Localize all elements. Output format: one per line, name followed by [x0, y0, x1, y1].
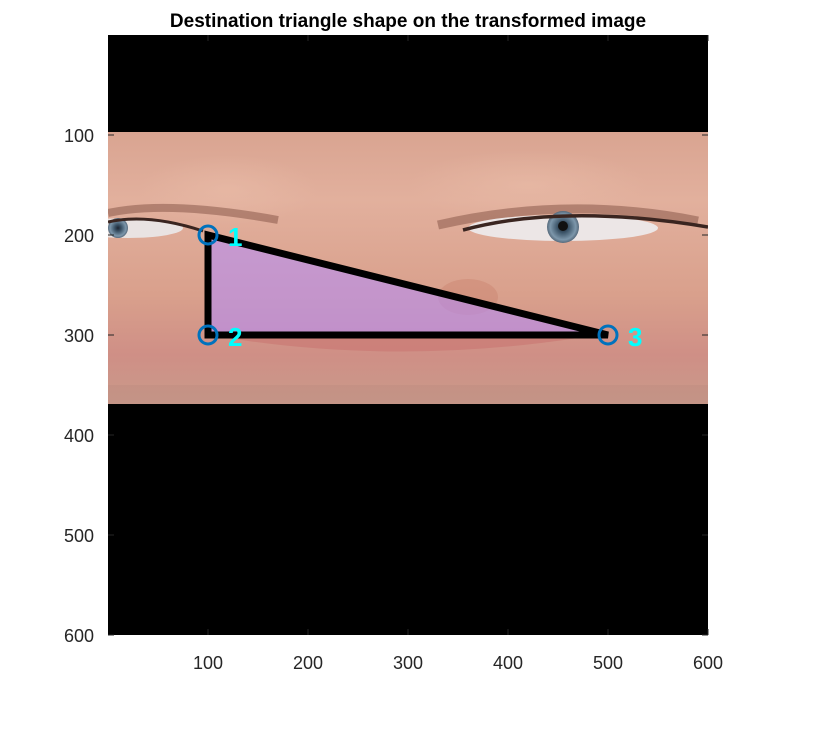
chin-shade [108, 385, 708, 404]
eye-right-lash [462, 214, 708, 232]
y-tick-label: 200 [64, 226, 94, 246]
x-tick-label: 600 [693, 653, 723, 673]
x-tick-label: 500 [593, 653, 623, 673]
plot-axes: 1 2 3 100 200 300 400 500 600 100 200 300 400 500 600 [64, 35, 723, 673]
vertex-label-1: 1 [228, 222, 242, 252]
triangle-edge [204, 230, 609, 339]
vertex-marker-3 [597, 324, 619, 346]
face-image [108, 132, 708, 404]
y-tick-label: 400 [64, 426, 94, 446]
x-tick-label: 400 [493, 653, 523, 673]
eye-left-lash [108, 217, 204, 233]
y-tick-label: 500 [64, 526, 94, 546]
vertex-label-2: 2 [228, 322, 242, 352]
eye-left-white [108, 218, 183, 238]
y-tick-label: 100 [64, 126, 94, 146]
axis-ticks: 100 200 300 400 500 600 100 200 300 400 500 600 [64, 35, 723, 673]
eye-left-iris [108, 218, 128, 238]
y-tick-label: 300 [64, 326, 94, 346]
eyebrow-left [108, 203, 279, 224]
chart-title: Destination triangle shape on the transf… [170, 11, 646, 32]
x-tick-label: 300 [393, 653, 423, 673]
triangle-layer: 1 2 3 [197, 222, 642, 352]
y-tick-label: 600 [64, 626, 94, 646]
eyebrow-right [436, 204, 699, 230]
x-tick-label: 200 [293, 653, 323, 673]
forehead-highlight [408, 150, 648, 220]
vertex-marker-2 [197, 324, 219, 346]
vertex-marker-1 [197, 224, 219, 246]
vertex-label-3: 3 [628, 322, 642, 352]
eye-right-pupil [558, 221, 568, 231]
x-tick-label: 100 [193, 653, 223, 673]
